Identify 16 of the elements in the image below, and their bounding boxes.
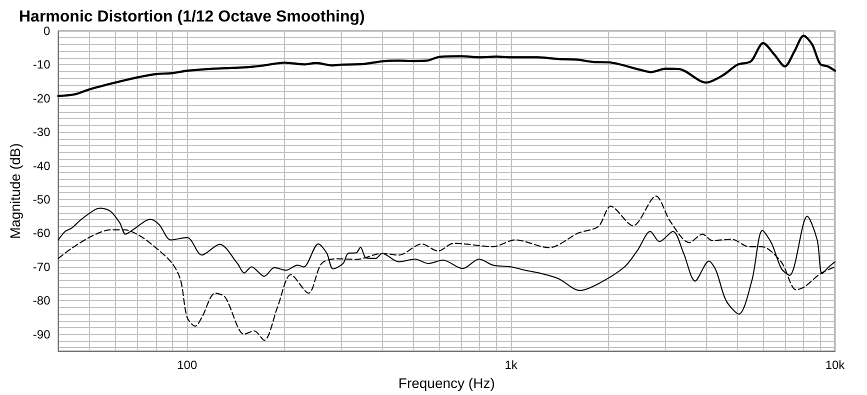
y-tick-label: -60 <box>32 226 51 240</box>
x-axis-title: Frequency (Hz) <box>398 375 495 391</box>
x-tick-label: 100 <box>177 358 198 372</box>
y-tick-label: -80 <box>32 294 51 308</box>
y-tick-label: -10 <box>32 58 51 72</box>
chart-title: Harmonic Distortion (1/12 Octave Smoothing) <box>19 8 365 26</box>
y-tick-label: -40 <box>32 158 51 173</box>
y-tick-label: -90 <box>32 327 51 342</box>
x-tick-label: 1k <box>504 358 518 372</box>
y-tick-label: -50 <box>32 192 51 206</box>
y-tick-label: -20 <box>32 91 51 106</box>
y-tick-label: -70 <box>32 260 51 274</box>
y-tick-label: 0 <box>44 24 51 38</box>
y-tick-label: -30 <box>32 125 51 140</box>
y-axis-title: Magnitude (dB) <box>7 143 23 239</box>
x-tick-label: 10k <box>825 358 846 372</box>
